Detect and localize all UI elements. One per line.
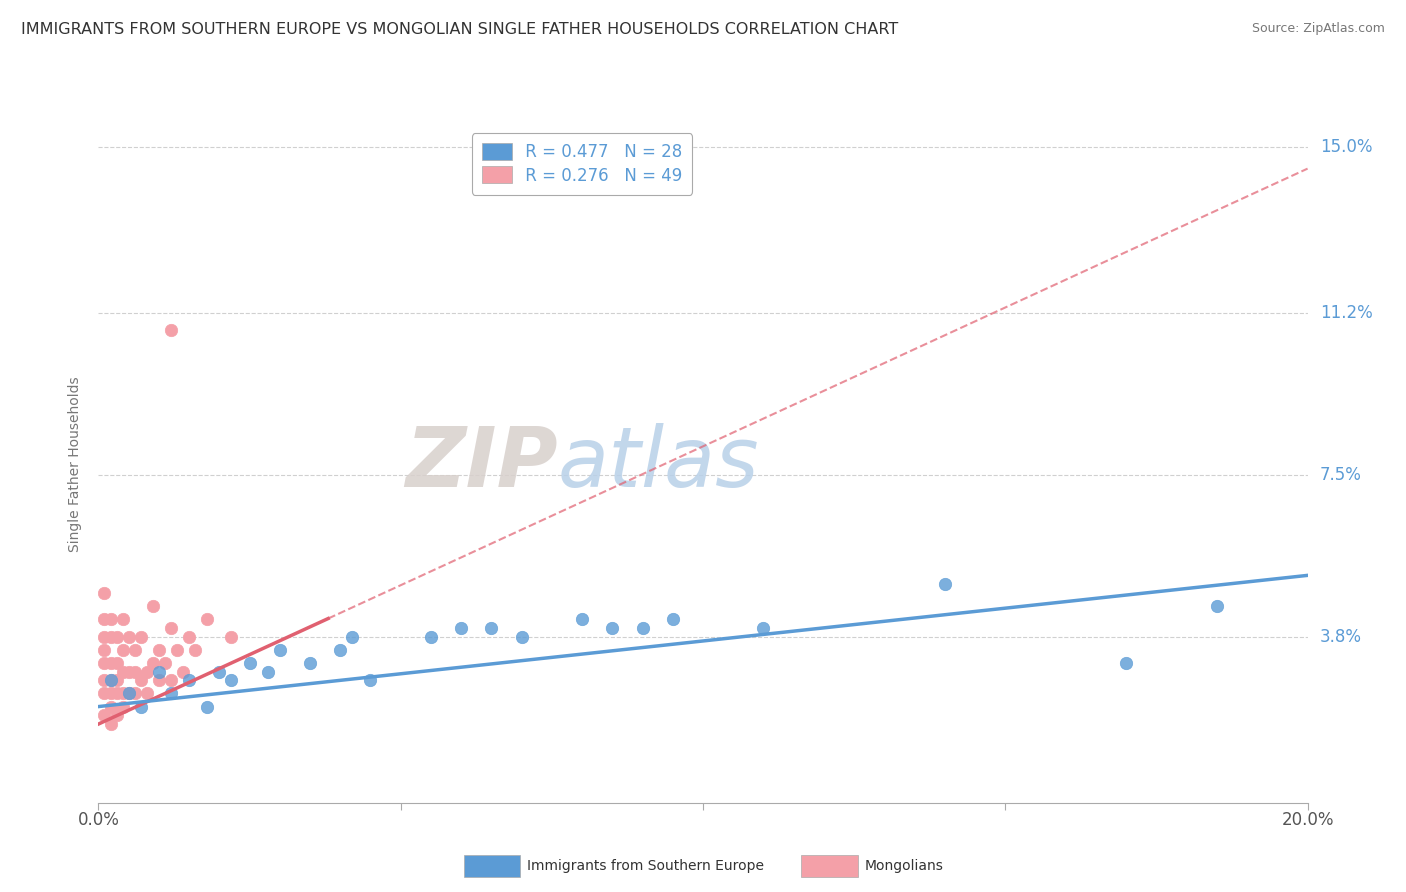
Text: 3.8%: 3.8% xyxy=(1320,628,1361,646)
Point xyxy=(177,673,201,688)
Point xyxy=(450,621,472,635)
Y-axis label: Single Father Households: Single Father Households xyxy=(69,376,83,551)
Point xyxy=(195,612,218,626)
Point xyxy=(100,673,122,688)
Point xyxy=(510,630,533,644)
Point xyxy=(269,642,291,657)
Point xyxy=(752,621,775,635)
Text: Mongolians: Mongolians xyxy=(865,859,943,873)
Point xyxy=(571,612,593,626)
Point xyxy=(172,665,194,679)
Point xyxy=(177,630,201,644)
Point xyxy=(93,630,115,644)
Point xyxy=(160,673,183,688)
Point xyxy=(111,686,134,700)
Point xyxy=(256,665,278,679)
Point xyxy=(93,656,115,670)
Point xyxy=(631,621,654,635)
Point xyxy=(105,686,128,700)
Point xyxy=(239,656,262,670)
Point xyxy=(105,708,128,723)
Text: 20.0%: 20.0% xyxy=(1281,811,1334,829)
Point xyxy=(195,699,218,714)
Point xyxy=(934,577,956,591)
Point xyxy=(184,642,207,657)
Point xyxy=(142,656,165,670)
Point xyxy=(124,665,146,679)
Point xyxy=(100,656,122,670)
Text: 15.0%: 15.0% xyxy=(1320,137,1372,156)
Point xyxy=(166,642,188,657)
Point xyxy=(118,665,141,679)
Point xyxy=(342,630,364,644)
Point xyxy=(148,665,170,679)
Point xyxy=(661,612,683,626)
Legend:  R = 0.477   N = 28,  R = 0.276   N = 49: R = 0.477 N = 28, R = 0.276 N = 49 xyxy=(472,133,692,194)
Point xyxy=(111,642,134,657)
Point xyxy=(100,686,122,700)
Text: atlas: atlas xyxy=(558,424,759,504)
Text: 7.5%: 7.5% xyxy=(1320,466,1361,483)
Point xyxy=(111,699,134,714)
Point xyxy=(93,673,115,688)
Point xyxy=(105,656,128,670)
Point xyxy=(129,673,152,688)
Point xyxy=(135,686,157,700)
Point xyxy=(329,642,352,657)
Point xyxy=(118,686,141,700)
Point xyxy=(93,612,115,626)
Point xyxy=(160,621,183,635)
Point xyxy=(118,630,141,644)
Point xyxy=(100,630,122,644)
Point xyxy=(1206,599,1229,613)
Point xyxy=(100,612,122,626)
Point xyxy=(118,686,141,700)
Point xyxy=(221,630,243,644)
Point xyxy=(299,656,322,670)
Point xyxy=(93,586,115,600)
Point xyxy=(100,717,122,731)
Point xyxy=(1115,656,1137,670)
Point xyxy=(129,699,152,714)
Point xyxy=(105,673,128,688)
Point xyxy=(160,323,183,337)
Text: Source: ZipAtlas.com: Source: ZipAtlas.com xyxy=(1251,22,1385,36)
Point xyxy=(93,686,115,700)
Point xyxy=(135,665,157,679)
Point xyxy=(93,642,115,657)
Point xyxy=(129,630,152,644)
Point xyxy=(221,673,243,688)
Point xyxy=(481,621,503,635)
Text: IMMIGRANTS FROM SOUTHERN EUROPE VS MONGOLIAN SINGLE FATHER HOUSEHOLDS CORRELATIO: IMMIGRANTS FROM SOUTHERN EUROPE VS MONGO… xyxy=(21,22,898,37)
Point xyxy=(208,665,231,679)
Point xyxy=(148,673,170,688)
Text: 0.0%: 0.0% xyxy=(77,811,120,829)
Point xyxy=(360,673,382,688)
Point xyxy=(153,656,176,670)
Point xyxy=(100,699,122,714)
Point xyxy=(111,612,134,626)
Point xyxy=(419,630,441,644)
Text: Immigrants from Southern Europe: Immigrants from Southern Europe xyxy=(527,859,765,873)
Point xyxy=(111,665,134,679)
Point xyxy=(160,686,183,700)
Point xyxy=(148,642,170,657)
Text: 11.2%: 11.2% xyxy=(1320,304,1372,322)
Point xyxy=(602,621,624,635)
Point xyxy=(142,599,165,613)
Text: ZIP: ZIP xyxy=(405,424,558,504)
Point xyxy=(124,686,146,700)
Point xyxy=(105,630,128,644)
Point xyxy=(93,708,115,723)
Point xyxy=(100,673,122,688)
Point xyxy=(124,642,146,657)
